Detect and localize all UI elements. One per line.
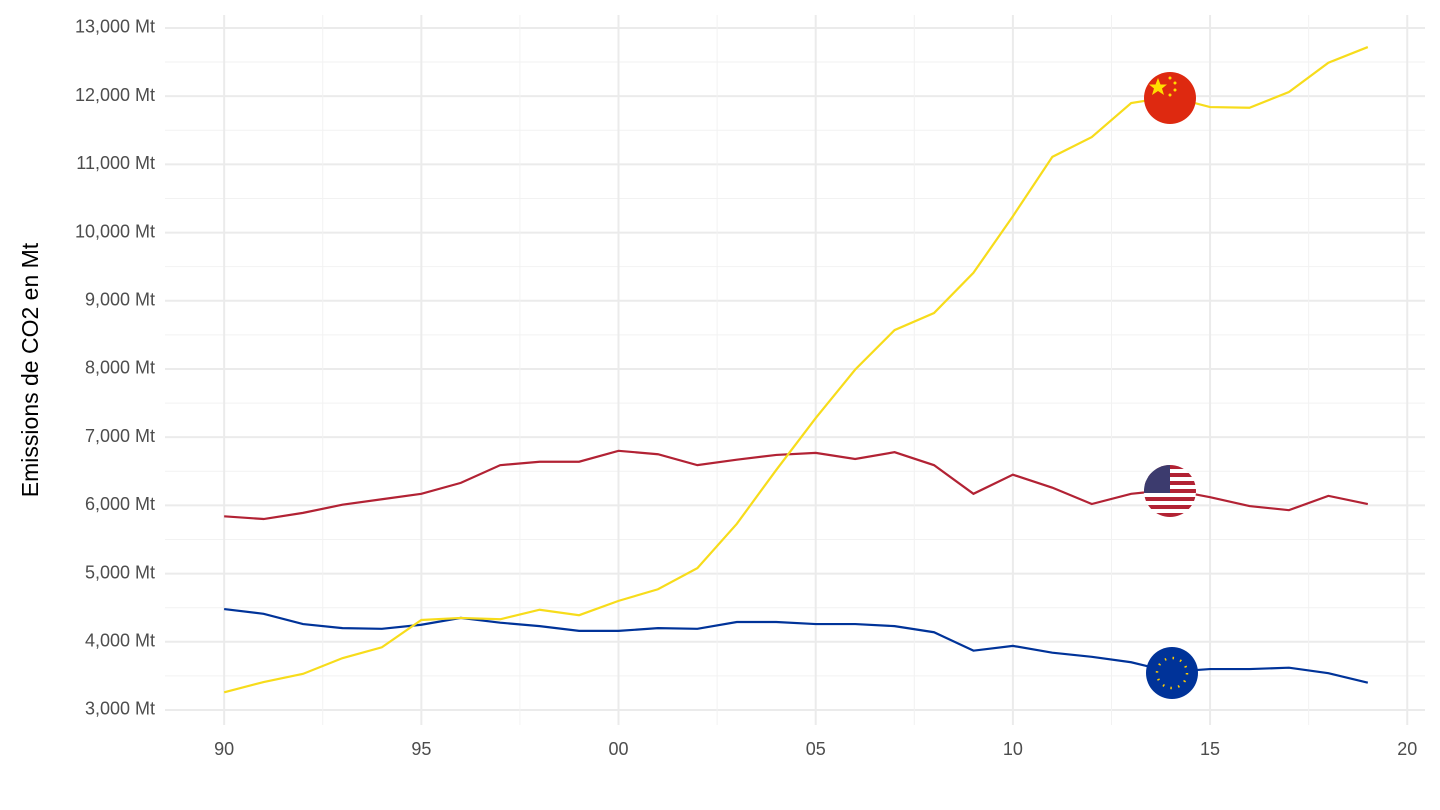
x-tick-label: 00 xyxy=(609,739,629,759)
x-tick-label: 90 xyxy=(214,739,234,759)
y-tick-label: 12,000 Mt xyxy=(75,85,155,105)
flag-usa xyxy=(1144,465,1196,517)
grid xyxy=(165,15,1425,725)
flags xyxy=(1144,72,1198,699)
y-tick-label: 9,000 Mt xyxy=(85,290,155,310)
y-tick-label: 5,000 Mt xyxy=(85,562,155,582)
y-tick-label: 3,000 Mt xyxy=(85,699,155,719)
x-tick-label: 95 xyxy=(411,739,431,759)
x-tick-label: 20 xyxy=(1397,739,1417,759)
y-tick-label: 4,000 Mt xyxy=(85,631,155,651)
x-tick-label: 15 xyxy=(1200,739,1220,759)
y-tick-label: 10,000 Mt xyxy=(75,221,155,241)
flag-eu xyxy=(1146,647,1198,699)
y-tick-label: 6,000 Mt xyxy=(85,494,155,514)
series-line xyxy=(224,449,1369,521)
y-tick-label: 11,000 Mt xyxy=(76,153,155,173)
y-axis-title: Emissions de CO2 en Mt xyxy=(17,242,43,497)
x-tick-label: 05 xyxy=(806,739,826,759)
flag-china xyxy=(1144,72,1196,124)
y-tick-label: 13,000 Mt xyxy=(75,17,155,37)
y-tick-label: 8,000 Mt xyxy=(85,358,155,378)
x-tick-label: 10 xyxy=(1003,739,1023,759)
y-tick-label: 7,000 Mt xyxy=(85,426,155,446)
